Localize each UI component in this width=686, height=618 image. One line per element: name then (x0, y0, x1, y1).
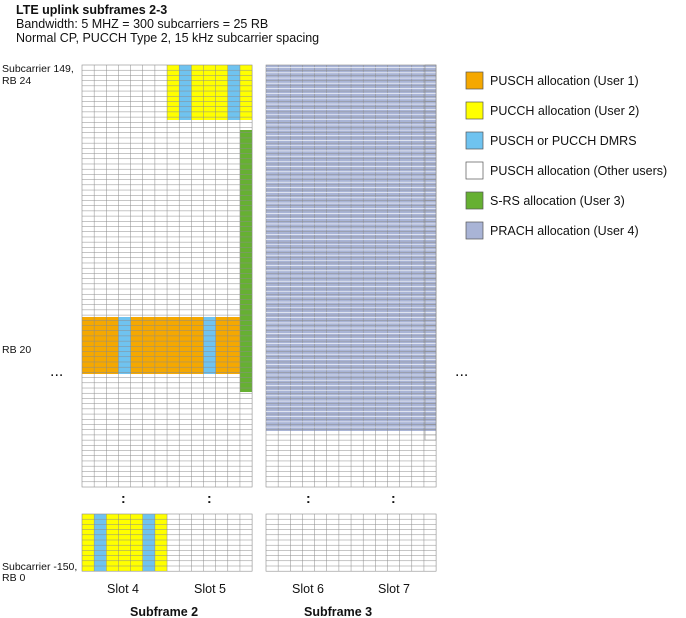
legend-label-srs_user3: S-RS allocation (User 3) (490, 194, 625, 208)
subframe-3-label: Subframe 3 (304, 605, 372, 618)
legend-item-dmrs: PUSCH or PUCCH DMRS (465, 131, 637, 150)
sf2-bottom-lines (82, 514, 253, 572)
slot-4-label: Slot 4 (107, 582, 139, 596)
bandwidth-line: Bandwidth: 5 MHZ = 300 subcarriers = 25 … (16, 17, 268, 31)
vdots-slot5: : (207, 490, 212, 506)
extra-column-lines (425, 69, 436, 436)
cp-line: Normal CP, PUCCH Type 2, 15 kHz subcarri… (16, 31, 319, 45)
legend-item-pucch_user2: PUCCH allocation (User 2) (465, 101, 639, 120)
legend-swatch-pucch_user2 (465, 101, 484, 120)
sf2-main-lines (82, 65, 253, 488)
legend-swatch-srs_user3 (465, 191, 484, 210)
legend-swatch-pusch_other (465, 161, 484, 180)
legend-label-dmrs: PUSCH or PUCCH DMRS (490, 134, 637, 148)
legend-swatch-prach_user4 (465, 221, 484, 240)
diagram-title: LTE uplink subframes 2-3 (16, 3, 167, 17)
legend-item-prach_user4: PRACH allocation (User 4) (465, 221, 639, 240)
dmrs-mid-2 (203, 317, 216, 374)
bottom-rb-label: RB 0 (2, 572, 26, 584)
vdots-slot6: : (306, 490, 311, 506)
legend-swatch-pusch_user1 (465, 71, 484, 90)
subframe2-bottom-grid (81, 513, 253, 572)
dmrs-top-1 (179, 65, 192, 120)
subframe-2-label: Subframe 2 (130, 605, 198, 618)
legend-label-prach_user4: PRACH allocation (User 4) (490, 224, 639, 238)
legend-item-srs_user3: S-RS allocation (User 3) (465, 191, 625, 210)
dmrs-top-2 (227, 65, 240, 120)
top-subcarrier-label: Subcarrier 149, (2, 63, 74, 75)
sf3-bottom-lines (266, 514, 437, 572)
extra-column-grid (424, 64, 437, 441)
legend-swatch-dmrs (465, 131, 484, 150)
legend-label-pusch_user1: PUSCH allocation (User 1) (490, 74, 639, 88)
subframe3-main-grid (265, 64, 437, 488)
dmrs-bottom-1 (94, 514, 107, 572)
legend-label-pusch_other: PUSCH allocation (Other users) (490, 164, 667, 178)
subframe3-bottom-grid (265, 513, 437, 572)
vdots-slot4: : (121, 490, 126, 506)
legend-item-pusch_other: PUSCH allocation (Other users) (465, 161, 667, 180)
right-ellipsis: ... (455, 363, 468, 380)
legend: PUSCH allocation (User 1) PUCCH allocatio… (465, 71, 667, 240)
subframe2-main-grid (81, 64, 253, 488)
slot-5-label: Slot 5 (194, 582, 226, 596)
left-ellipsis: ... (50, 363, 63, 380)
bottom-subcarrier-label: Subcarrier -150, (2, 561, 77, 573)
prach-texture (266, 67, 437, 428)
legend-item-pusch_user1: PUSCH allocation (User 1) (465, 71, 639, 90)
slot-6-label: Slot 6 (292, 582, 324, 596)
dmrs-mid-1 (118, 317, 131, 374)
dmrs-bottom-2 (142, 514, 155, 572)
vdots-slot7: : (391, 490, 396, 506)
slot-7-label: Slot 7 (378, 582, 410, 596)
legend-label-pucch_user2: PUCCH allocation (User 2) (490, 104, 639, 118)
rb20-label: RB 20 (2, 344, 31, 356)
top-rb-label: RB 24 (2, 75, 31, 87)
